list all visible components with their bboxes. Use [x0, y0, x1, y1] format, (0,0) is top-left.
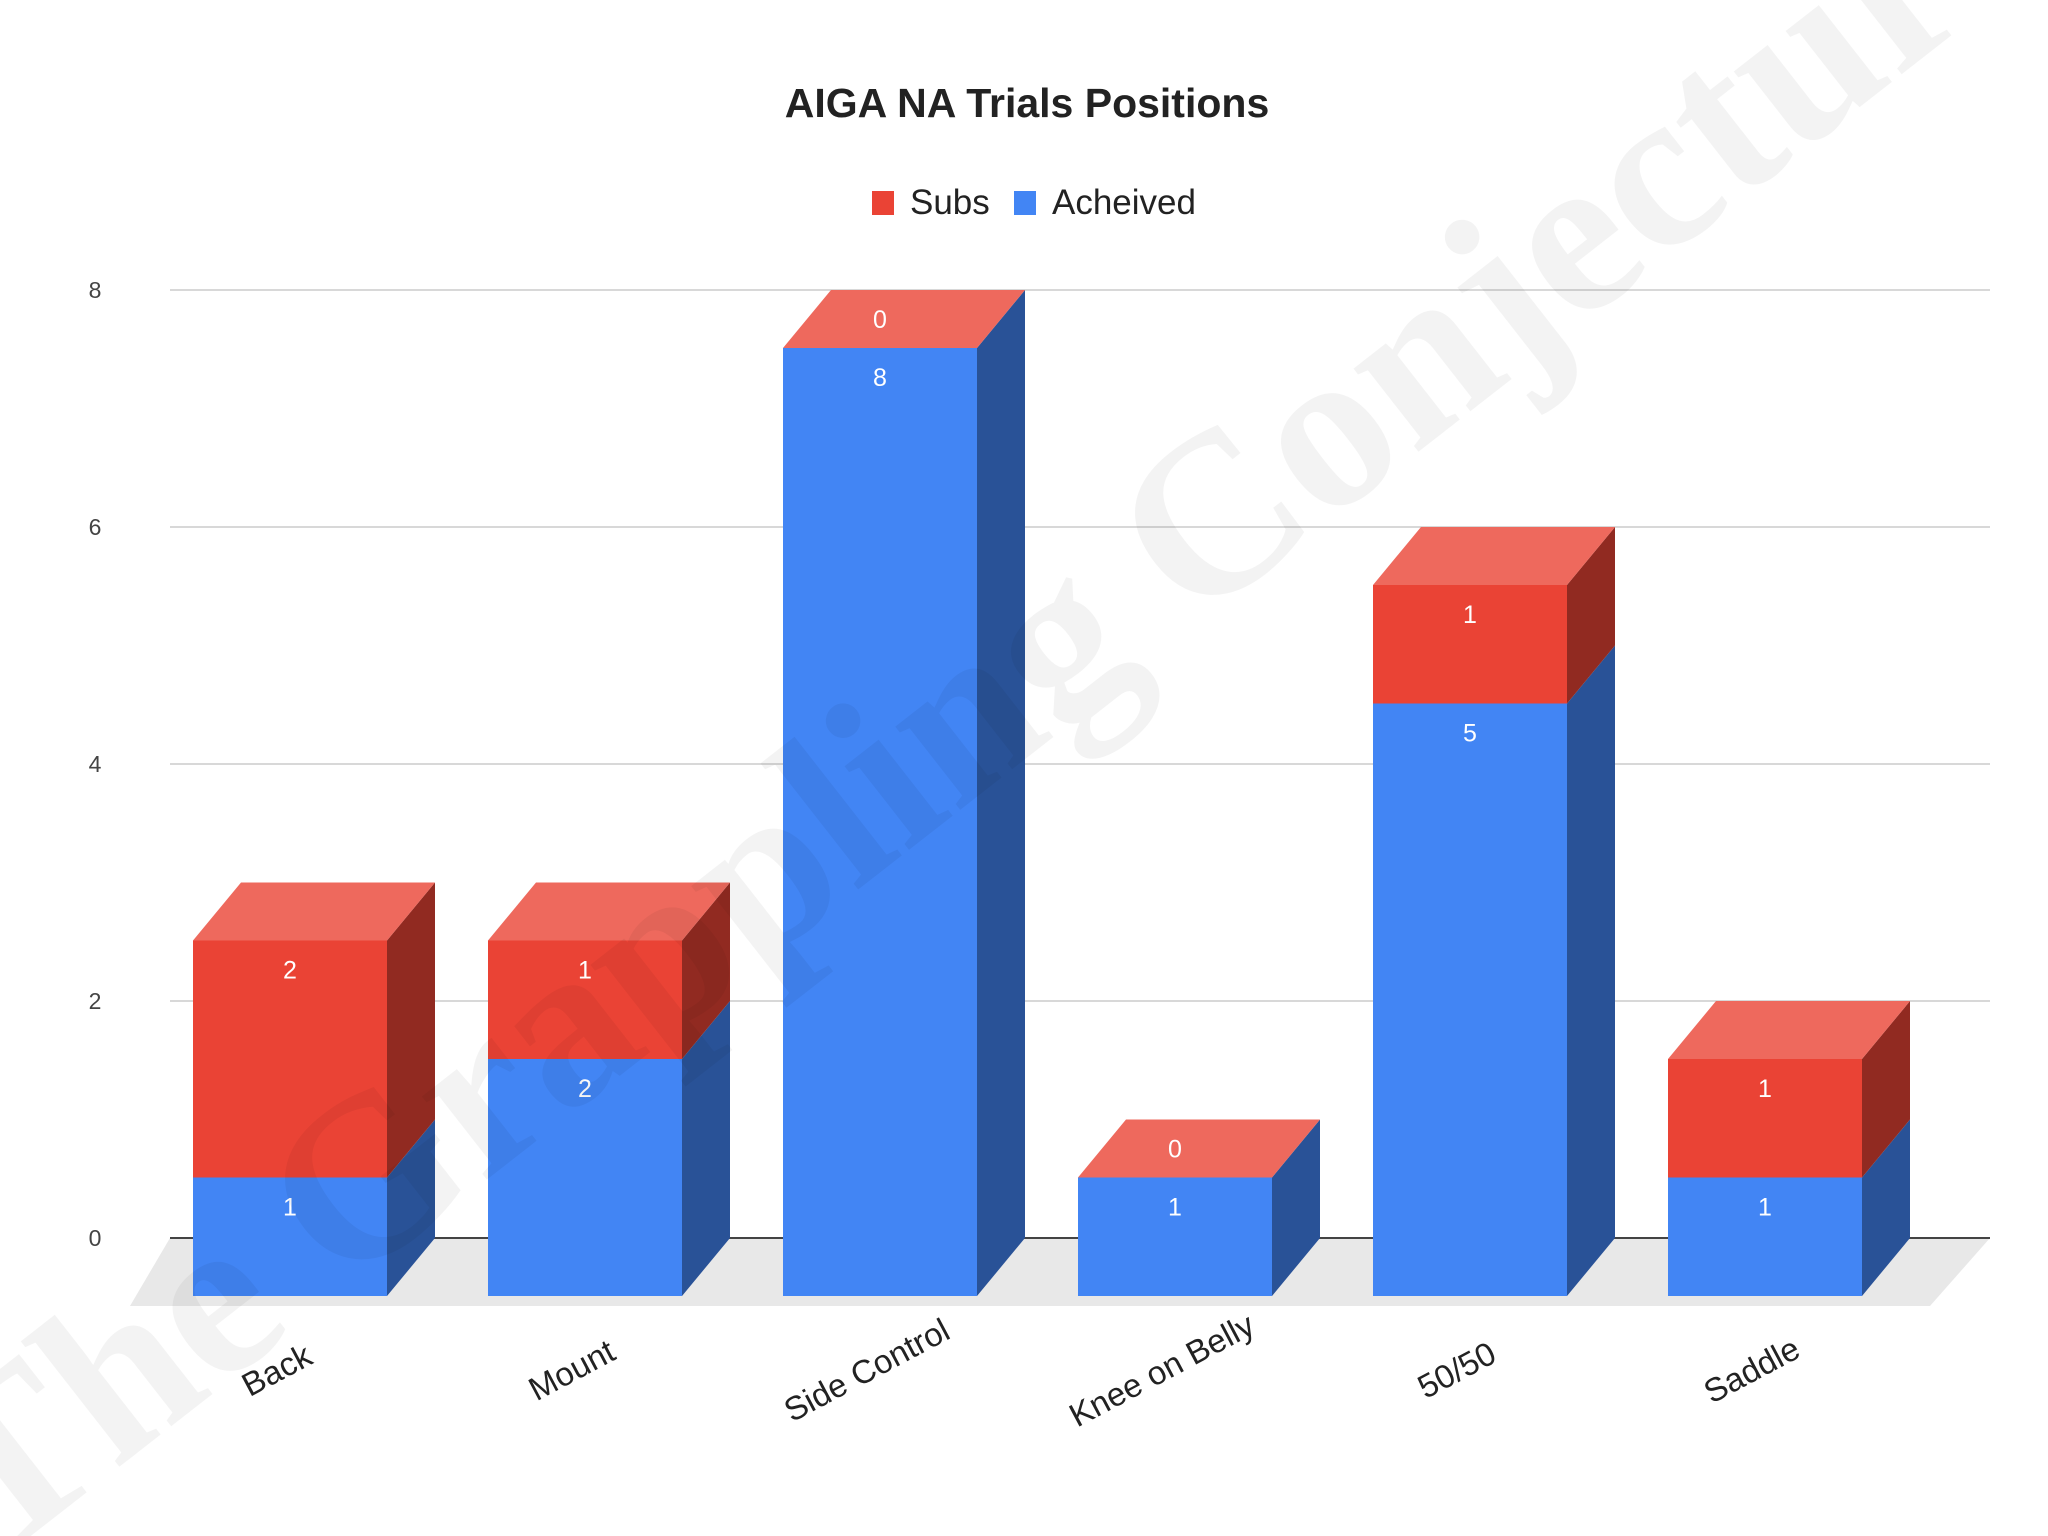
legend-swatch: [872, 191, 894, 215]
bar-side-subs: [387, 882, 435, 1178]
bar-side-acheived: [682, 1001, 730, 1296]
bar-front-subs: [1668, 1059, 1862, 1178]
bar-top-subs: [783, 290, 1025, 348]
bar-top-subs: [1373, 527, 1615, 585]
bar-front-subs: [1373, 585, 1567, 704]
bar-front-acheived: [193, 1177, 387, 1296]
bar-top-subs: [488, 882, 730, 941]
data-label-acheived: 8: [873, 364, 887, 392]
data-label-subs: 1: [578, 957, 592, 985]
bar-front-subs: [488, 940, 682, 1059]
data-label-subs: 2: [283, 957, 297, 985]
bar-top-subs: [193, 882, 435, 941]
data-label-subs: 1: [1758, 1075, 1772, 1103]
bar-front-subs: [193, 940, 387, 1178]
bar-side-acheived: [1862, 1119, 1910, 1296]
bars: [193, 290, 1910, 1296]
data-label-acheived: 1: [283, 1194, 297, 1222]
legend-swatch: [1014, 191, 1036, 215]
bar-front-acheived: [1078, 1177, 1272, 1296]
x-tick-label: 50/50: [1411, 1334, 1501, 1405]
legend-label: Subs: [910, 183, 990, 222]
data-labels: 1 2 2 1 8 0 1 0 5 1 1 1: [283, 306, 1772, 1222]
bar-side-acheived: [977, 290, 1025, 1296]
data-label-acheived: 5: [1463, 720, 1477, 748]
data-label-subs: 1: [1463, 601, 1477, 629]
y-tick-label: 4: [89, 751, 102, 777]
data-label-acheived: 1: [1758, 1194, 1772, 1222]
x-tick-label: Side Control: [778, 1311, 956, 1429]
bar-front-acheived: [1373, 703, 1567, 1296]
legend: Subs Acheived: [872, 183, 1196, 222]
bar-side-acheived: [1567, 645, 1615, 1296]
y-tick-label: 0: [89, 1225, 102, 1251]
x-tick-label: Saddle: [1698, 1329, 1806, 1410]
data-label-subs: 0: [1168, 1136, 1182, 1164]
data-label-acheived: 2: [578, 1075, 592, 1103]
bar-front-acheived: [783, 348, 977, 1296]
bar-side-subs: [1862, 1001, 1910, 1178]
x-tick-label: Mount: [522, 1332, 620, 1408]
bar-top-subs: [1078, 1119, 1320, 1178]
legend-label: Acheived: [1052, 183, 1196, 222]
bar-side-subs: [682, 882, 730, 1059]
x-tick-label: Knee on Belly: [1063, 1305, 1261, 1434]
data-label-subs: 0: [873, 306, 887, 334]
y-tick-label: 2: [89, 988, 102, 1014]
bar-side-acheived: [1272, 1119, 1320, 1296]
bar-front-acheived: [488, 1059, 682, 1296]
bar-side-acheived: [387, 1119, 435, 1296]
y-tick-label: 8: [89, 277, 102, 303]
bar-top-subs: [1668, 1001, 1910, 1059]
bar-front-acheived: [1668, 1177, 1862, 1296]
data-label-acheived: 1: [1168, 1194, 1182, 1222]
chart-title: AIGA NA Trials Positions: [785, 80, 1270, 126]
y-tick-label: 6: [89, 514, 102, 540]
bar-side-subs: [1567, 527, 1615, 704]
